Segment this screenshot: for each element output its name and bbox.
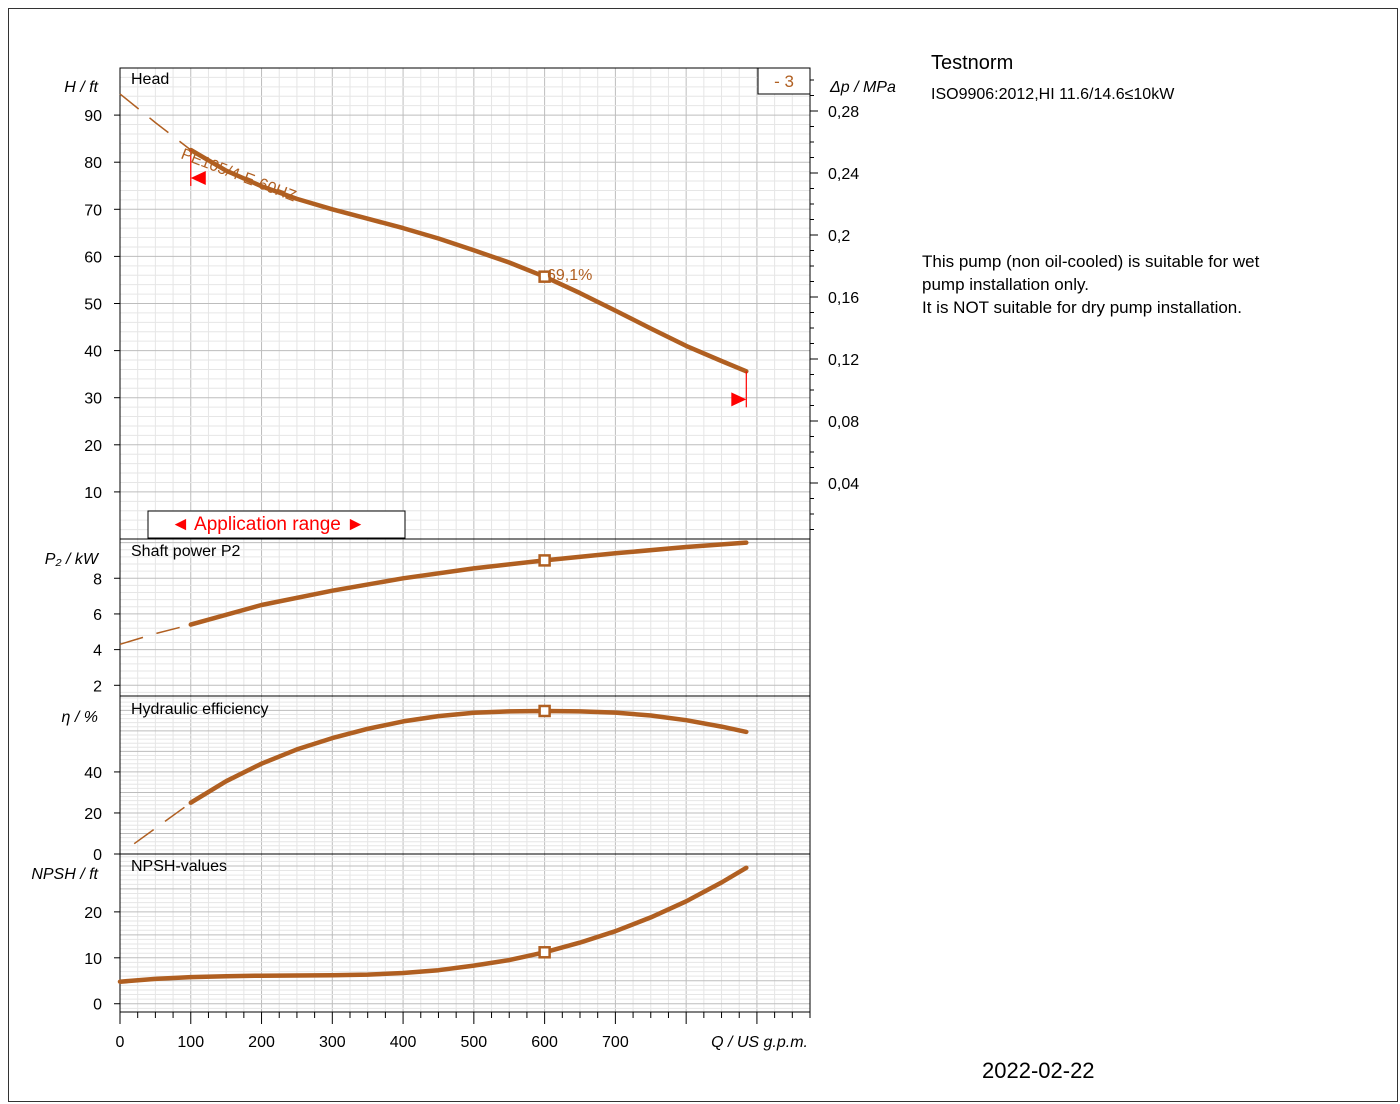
x-tick-label: 400	[390, 1034, 417, 1051]
operating-point-marker	[538, 704, 551, 718]
npsh-title: NPSH-values	[131, 858, 227, 875]
note-line-3: It is NOT suitable for dry pump installa…	[922, 298, 1242, 317]
y-tick-label: 0	[93, 847, 102, 864]
x-tick-label: 700	[602, 1034, 629, 1051]
extrapolated-line	[119, 623, 191, 646]
variant-badge-box	[757, 67, 811, 95]
variant-badge: - 3	[774, 72, 794, 91]
x-tick-label: 600	[531, 1034, 558, 1051]
extrapolated-line	[133, 802, 192, 845]
note-line-2: pump installation only.	[922, 275, 1089, 294]
curve-date: 2022-02-22	[982, 1058, 1095, 1083]
application-range-label: ◄ Application range ►	[171, 514, 365, 535]
right-tick-label: 0,2	[828, 228, 850, 245]
y-tick-label: 60	[84, 249, 102, 266]
power-ylabel: P₂ / kW	[45, 551, 100, 568]
x-tick-label: 500	[460, 1034, 487, 1051]
y-tick-label: 20	[84, 806, 102, 823]
operating-point-marker	[538, 946, 551, 959]
right-tick-label: 0,08	[828, 414, 859, 431]
pressure-ylabel: Δp / MPa	[829, 79, 896, 96]
y-tick-label: 4	[93, 643, 102, 660]
installation-note: This pump (non oil-cooled) is suitable f…	[922, 250, 1259, 319]
panel-border	[119, 695, 811, 855]
efficiency-title: Hydraulic efficiency	[131, 701, 269, 718]
curve-line	[117, 865, 749, 984]
flow-xlabel: Q / US g.p.m.	[711, 1034, 808, 1051]
curve-line	[188, 147, 749, 374]
y-tick-label: 8	[93, 571, 102, 588]
y-tick-label: 70	[84, 202, 102, 219]
panel-border	[119, 853, 811, 1013]
testnorm-title: Testnorm	[931, 52, 1014, 74]
chart-frame	[8, 8, 1398, 1102]
operating-point-marker	[538, 554, 551, 567]
operating-point-marker	[538, 270, 551, 283]
note-line-1: This pump (non oil-cooled) is suitable f…	[922, 252, 1260, 271]
efficiency-ylabel: η / %	[62, 709, 98, 726]
y-tick-label: 40	[84, 765, 102, 782]
y-tick-label: 80	[84, 155, 102, 172]
right-tick-label: 0,12	[828, 352, 859, 369]
right-tick-label: 0,16	[828, 290, 859, 307]
y-tick-label: 20	[84, 905, 102, 922]
y-tick-label: 10	[84, 485, 102, 502]
y-tick-label: 90	[84, 108, 102, 125]
curve-line	[188, 708, 749, 805]
npsh-ylabel: NPSH / ft	[31, 866, 98, 883]
y-tick-label: 6	[93, 607, 102, 624]
application-range-box	[147, 510, 406, 539]
x-tick-label: 200	[248, 1034, 275, 1051]
testnorm-standard: ISO9906:2012,HI 11.6/14.6≤10kW	[931, 86, 1175, 103]
extrapolated-line	[119, 93, 192, 151]
range-min-marker	[190, 170, 206, 185]
y-tick-label: 30	[84, 391, 102, 408]
y-tick-label: 50	[84, 297, 102, 314]
x-tick-label: 0	[116, 1034, 125, 1051]
y-tick-label: 0	[93, 997, 102, 1014]
efficiency-point-label: 69,1%	[547, 267, 592, 284]
x-tick-label: 300	[319, 1034, 346, 1051]
x-tick-label: 100	[177, 1034, 204, 1051]
y-tick-label: 20	[84, 438, 102, 455]
head-title: Head	[131, 71, 169, 88]
right-tick-label: 0,24	[828, 166, 859, 183]
y-tick-label: 40	[84, 344, 102, 361]
power-title: Shaft power P2	[131, 543, 241, 560]
y-tick-label: 2	[93, 678, 102, 695]
curve-line	[188, 540, 749, 627]
right-tick-label: 0,28	[828, 104, 859, 121]
right-tick-label: 0,04	[828, 476, 859, 493]
range-max-marker	[731, 392, 747, 407]
y-tick-label: 10	[84, 951, 102, 968]
head-ylabel: H / ft	[64, 79, 98, 96]
